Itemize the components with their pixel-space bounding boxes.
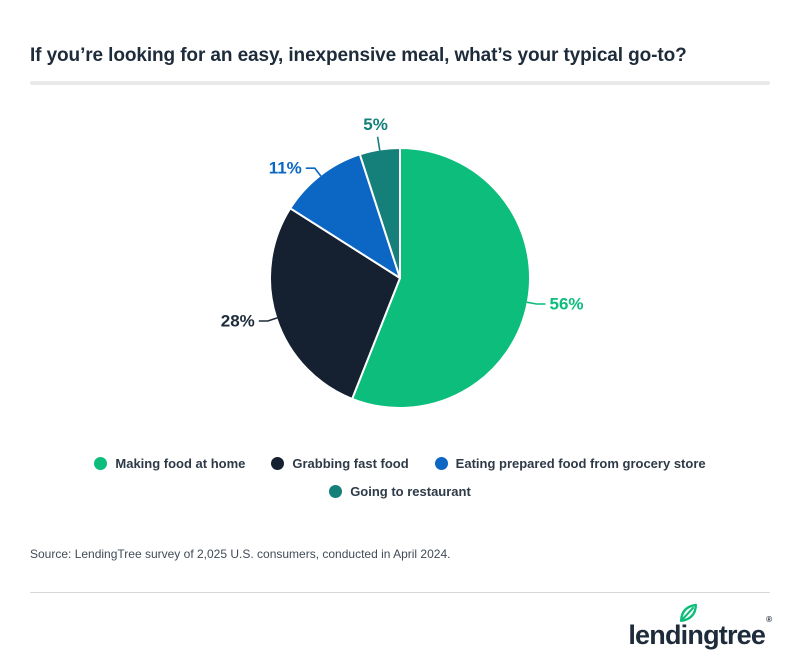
- chart-title: If you’re looking for an easy, inexpensi…: [30, 45, 687, 66]
- title-divider: [30, 81, 770, 85]
- source-note: Source: LendingTree survey of 2,025 U.S.…: [30, 547, 451, 561]
- pie-value-label: 11%: [269, 159, 302, 178]
- lendingtree-logo: lendingtree ®: [628, 599, 772, 649]
- pie-value-label: 5%: [363, 115, 388, 134]
- leaf-icon: [680, 603, 698, 622]
- logo-wordmark: lendingtree: [628, 603, 766, 650]
- legend-item: Grabbing fast food: [271, 456, 409, 471]
- legend-dot: [434, 457, 448, 470]
- legend: Making food at home Grabbing fast food Eat…: [0, 457, 800, 498]
- legend-label: Grabbing fast food: [292, 456, 409, 471]
- legend-dot: [271, 457, 285, 470]
- pie-value-label: 56%: [550, 295, 584, 314]
- label-leader-line: [526, 301, 546, 305]
- label-leader-line: [258, 317, 278, 322]
- pie-chart: 56% 28% 11% 5%: [221, 115, 584, 409]
- legend-dot: [94, 457, 108, 470]
- legend-label: Going to restaurant: [350, 484, 471, 499]
- legend-label: Eating prepared food from grocery store: [455, 456, 706, 471]
- bottom-rule: [30, 592, 770, 593]
- legend-label: Making food at home: [115, 456, 246, 471]
- legend-item: Eating prepared food from grocery store: [434, 456, 706, 471]
- legend-dot: [329, 485, 343, 498]
- legend-row: Making food at home Grabbing fast food Eat…: [94, 456, 706, 471]
- logo-part2: i: [680, 620, 688, 650]
- legend-item: Making food at home: [94, 457, 245, 470]
- legend-row: Going to restaurant: [329, 485, 471, 498]
- label-leader-line: [305, 167, 322, 177]
- logo-part1: lend: [628, 620, 681, 650]
- registered-mark: ®: [766, 615, 772, 624]
- label-leader-line: [376, 136, 381, 151]
- logo-part3: ngtree: [687, 620, 766, 650]
- legend-item: Going to restaurant: [329, 485, 471, 498]
- pie-value-label: 28%: [221, 312, 255, 331]
